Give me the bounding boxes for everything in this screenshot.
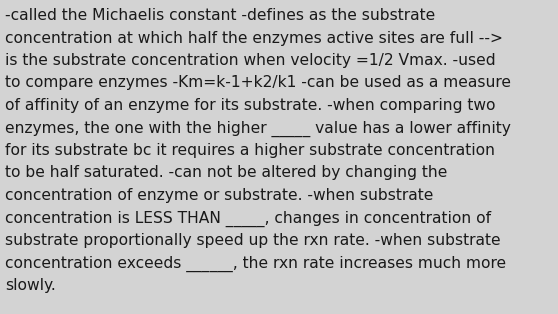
Text: to be half saturated. -can not be altered by changing the: to be half saturated. -can not be altere…	[5, 165, 448, 181]
Text: is the substrate concentration when velocity =1/2 Vmax. -used: is the substrate concentration when velo…	[5, 53, 496, 68]
Text: concentration of enzyme or substrate. -when substrate: concentration of enzyme or substrate. -w…	[5, 188, 434, 203]
Text: slowly.: slowly.	[5, 278, 56, 293]
Text: to compare enzymes -Km=k-1+k2/k1 -can be used as a measure: to compare enzymes -Km=k-1+k2/k1 -can be…	[5, 75, 511, 90]
Text: for its substrate bc it requires a higher substrate concentration: for its substrate bc it requires a highe…	[5, 143, 495, 158]
Text: concentration is LESS THAN _____, changes in concentration of: concentration is LESS THAN _____, change…	[5, 210, 491, 227]
Text: of affinity of an enzyme for its substrate. -when comparing two: of affinity of an enzyme for its substra…	[5, 98, 496, 113]
Text: substrate proportionally speed up the rxn rate. -when substrate: substrate proportionally speed up the rx…	[5, 233, 501, 248]
Text: enzymes, the one with the higher _____ value has a lower affinity: enzymes, the one with the higher _____ v…	[5, 121, 511, 137]
Text: concentration at which half the enzymes active sites are full -->: concentration at which half the enzymes …	[5, 30, 503, 46]
Text: concentration exceeds ______, the rxn rate increases much more: concentration exceeds ______, the rxn ra…	[5, 256, 506, 272]
Text: -called the Michaelis constant -defines as the substrate: -called the Michaelis constant -defines …	[5, 8, 435, 23]
